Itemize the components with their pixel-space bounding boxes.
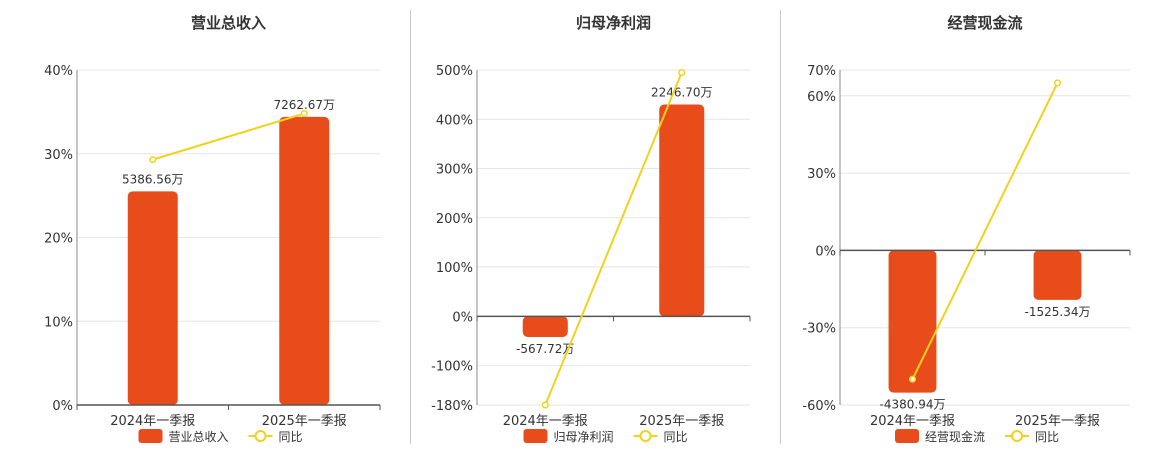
legend-swatch-bar — [523, 429, 548, 443]
line-series — [544, 72, 683, 406]
legend-label-bar: 营业总收入 — [169, 430, 229, 444]
legend-swatch-marker — [254, 430, 267, 442]
y-tick-label: 30% — [44, 148, 73, 163]
line-point — [678, 68, 686, 77]
y-tick-label: -180% — [431, 399, 473, 414]
y-tick-label: 70% — [807, 64, 836, 79]
y-tick-label: 30% — [807, 167, 836, 182]
bar — [1033, 250, 1082, 300]
y-tick-label: 500% — [436, 64, 473, 79]
y-tick-label: 0% — [52, 399, 73, 414]
bar — [279, 116, 330, 406]
x-tick-label: 2025年一季报 — [262, 414, 347, 429]
line-point — [908, 375, 917, 383]
y-tick-label: 0% — [452, 310, 473, 325]
chart-title: 营业总收入 — [191, 14, 266, 32]
y-tick-label: -100% — [431, 360, 473, 375]
bar-label: -567.72万 — [516, 342, 574, 356]
bar-label: -1525.34万 — [1025, 305, 1091, 319]
bar-label: 7262.67万 — [273, 98, 335, 112]
y-tick-label: 400% — [436, 113, 473, 128]
y-tick-label: 20% — [44, 232, 73, 247]
legend-label-line: 同比 — [279, 430, 303, 444]
chart-revenue: 营业总收入 0% 10% 20% 30% 40% 5386.56万 7262.67万 2024年… — [44, 14, 381, 444]
y-tick-label: 300% — [436, 163, 473, 178]
chart-net-profit: 归母净利润 -180% -100% 0% 100% 200% 300% 400% 500% -56… — [431, 14, 751, 444]
chart-panel-revenue: 营业总收入 0% 10% 20% 30% 40% 5386.56万 7262.67万 2024年… — [0, 0, 385, 450]
y-tick-label: 10% — [44, 315, 73, 330]
y-tick-label: 40% — [44, 64, 73, 79]
y-tick-label: -60% — [802, 399, 836, 414]
legend-label-bar: 归母净利润 — [554, 430, 614, 444]
line-point — [1053, 79, 1062, 87]
line-point — [300, 110, 308, 118]
line-series — [152, 112, 305, 161]
legend-label-bar: 经营现金流 — [925, 429, 985, 444]
legend-swatch-bar — [895, 429, 919, 443]
bar-label: -4380.94万 — [880, 398, 946, 412]
bar-label: 5386.56万 — [122, 172, 184, 186]
legend-swatch-marker — [639, 430, 652, 442]
x-tick-label: 2024年一季报 — [503, 414, 588, 429]
chart-panel-cash-flow: 经营现金流 -60% -30% 0% 30% 60% 70% -4380.94万 -1525.3… — [772, 0, 1157, 450]
chart-panel-net-profit: 归母净利润 -180% -100% 0% 100% 200% 300% 400% 500% -56… — [392, 0, 777, 450]
bar — [659, 104, 705, 317]
x-tick-label: 2024年一季报 — [870, 414, 955, 429]
panel-divider — [780, 10, 781, 444]
y-tick-label: 200% — [436, 212, 473, 227]
y-tick-label: -30% — [802, 322, 836, 337]
legend-swatch-bar — [138, 429, 163, 443]
chart-title: 经营现金流 — [947, 14, 1022, 32]
chart-title: 归母净利润 — [576, 14, 651, 32]
panel-divider — [410, 10, 411, 444]
line-series — [911, 82, 1059, 380]
line-point — [149, 156, 157, 164]
line-point — [541, 401, 549, 409]
bar — [127, 191, 178, 405]
x-tick-label: 2025年一季报 — [1015, 414, 1100, 429]
legend-label-line: 同比 — [1035, 430, 1059, 444]
bar — [888, 250, 937, 393]
y-tick-label: 100% — [436, 261, 473, 276]
x-tick-label: 2024年一季报 — [110, 414, 195, 429]
bar — [522, 316, 568, 337]
chart-cash-flow: 经营现金流 -60% -30% 0% 30% 60% 70% -4380.94万 -1525.3… — [802, 14, 1131, 444]
y-tick-label: 0% — [815, 244, 836, 259]
legend-label-line: 同比 — [664, 430, 688, 444]
x-tick-label: 2025年一季报 — [639, 414, 724, 429]
legend-swatch-marker — [1011, 430, 1023, 442]
bar-label: 2246.70万 — [651, 85, 713, 99]
y-tick-label: 60% — [807, 90, 836, 105]
